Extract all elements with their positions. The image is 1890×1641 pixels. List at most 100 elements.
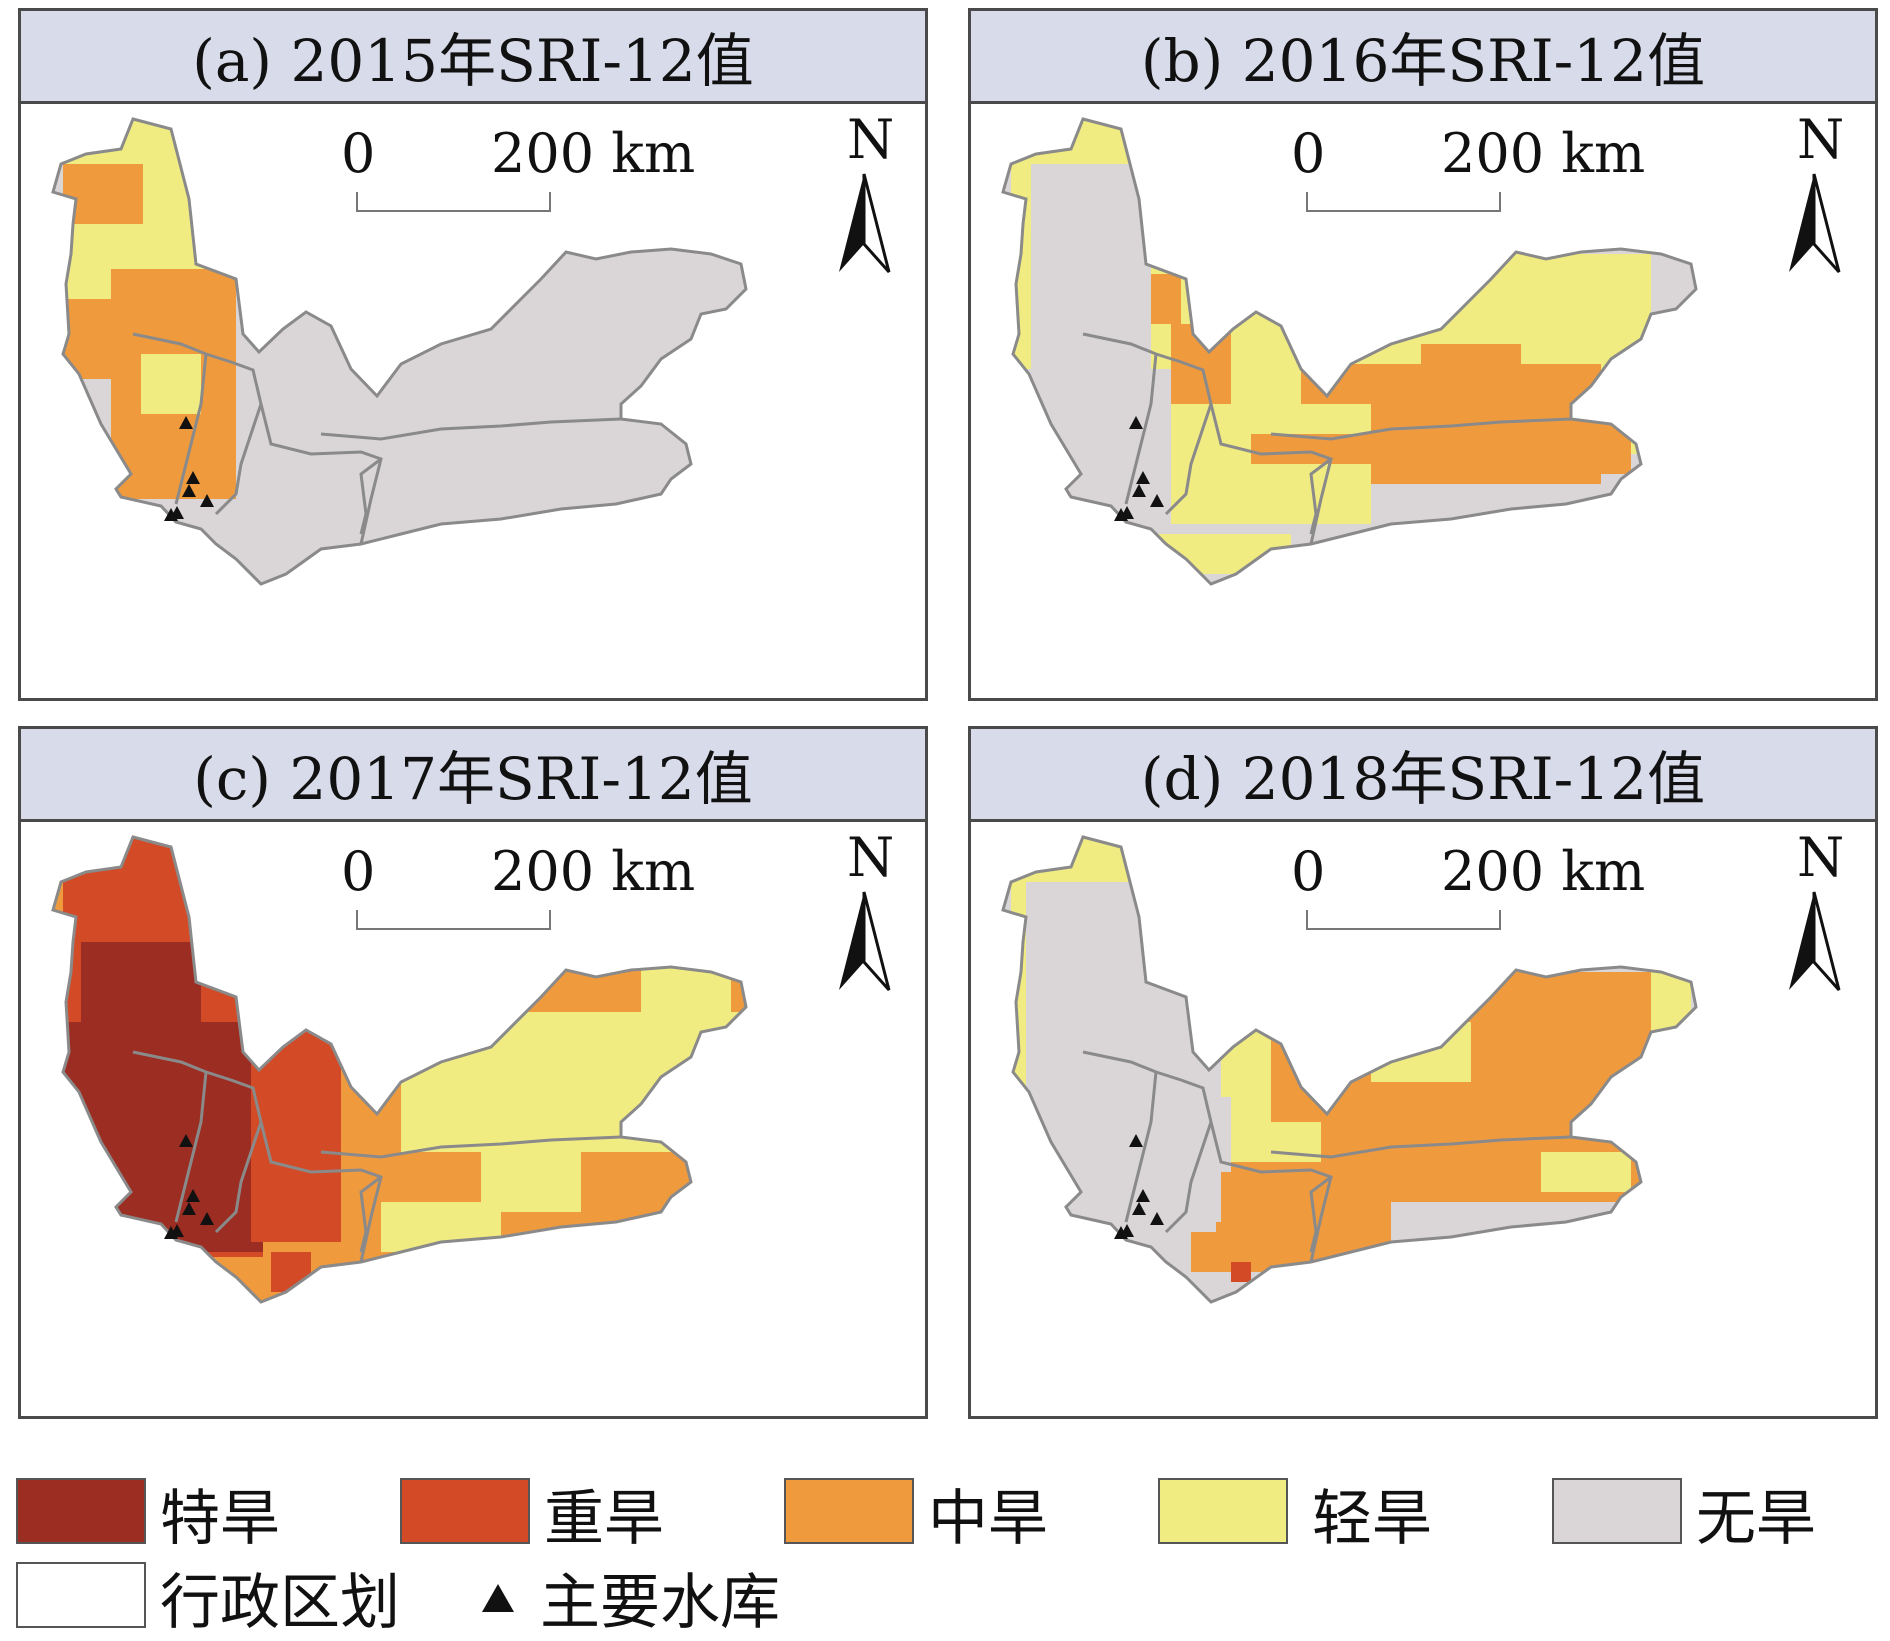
north-arrow-left [839,174,864,272]
north-arrow-right [862,173,891,273]
north-arrow-left [1789,174,1814,272]
map-area: 0 200 km N [21,822,925,1416]
reservoir-triangle-icon [170,1224,184,1237]
north-label: N [1797,826,1845,889]
drought-map [1001,835,1841,1304]
reservoir-markers [1114,1134,1164,1239]
admin-boundary-line [320,1135,622,1159]
north-arrow-icon [1789,891,1841,991]
drought-zone-mild [141,354,201,414]
legend-swatch-mild [1158,1478,1288,1544]
reservoir-triangle-icon [170,506,184,519]
north-arrow-left [839,892,864,990]
reservoir-triangle-icon [1129,416,1143,429]
reservoir-markers [1114,416,1164,521]
north-label: N [1797,108,1845,171]
scale-distance-label: 200 km [491,122,696,185]
north-arrow-right [862,891,891,991]
drought-zone-extreme [81,942,201,1062]
map-panel-d: (d) 2018年SRI-12值 0 200 km N [968,726,1878,1419]
scale-zero-label: 0 [1291,122,1326,185]
map-panel-c: (c) 2017年SRI-12值 0 200 km N [18,726,928,1419]
admin-boundaries [51,117,748,586]
scale-bar [1306,192,1501,212]
north-arrow-icon [839,173,891,273]
north-arrow-right [1812,891,1841,991]
legend-label-none: 无旱 [1696,1484,1816,1554]
region-outline [51,117,748,586]
legend-label-boundary: 行政区划 [160,1568,400,1638]
map-panel-b: (b) 2016年SRI-12值 0 200 km N [968,8,1878,701]
panel-title: (d) 2018年SRI-12值 [971,729,1875,822]
north-label: N [847,826,895,889]
scale-bar [1306,910,1501,930]
reservoir-triangle-icon [179,1134,193,1147]
legend-swatch-moderate [784,1478,914,1544]
legend-swatch-boundary [16,1562,146,1628]
admin-boundary-line [132,1050,263,1123]
north-arrow-icon [839,891,891,991]
map-area: 0 200 km N [21,104,925,698]
admin-boundary-line [359,1175,382,1253]
reservoir-triangle-icon [200,494,214,507]
drought-zones [1011,837,1691,1282]
scale-distance-label: 200 km [1441,840,1646,903]
admin-boundary-line [1309,1175,1332,1253]
drought-zone-moderate [1231,1162,1351,1242]
reservoir-triangle-icon [1120,1224,1134,1237]
legend-label-mild: 轻旱 [1312,1484,1432,1554]
admin-boundary-line [1164,403,1213,516]
reservoir-triangle-icon [1136,471,1150,484]
reservoir-triangle-icon [1150,1212,1164,1225]
drought-zone-mild [1151,534,1291,574]
admin-boundary-line [1270,417,1572,441]
admin-boundary-line [259,1121,383,1263]
drought-zone-severe [1231,1262,1251,1282]
drought-zone-moderate [1251,434,1371,464]
admin-boundary-line [359,457,382,535]
scale-zero-label: 0 [341,122,376,185]
drought-zone-none [236,254,696,554]
drought-zone-severe [271,1252,311,1292]
legend-swatch-extreme [16,1478,146,1544]
drought-zone-mild [481,1152,581,1212]
drought-map [1001,117,1841,586]
admin-boundary-line [214,1121,263,1234]
map-panel-a: (a) 2015年SRI-12值 0 200 km N [18,8,928,701]
reservoir-triangle-icon [179,416,193,429]
admin-boundary-line [132,332,263,405]
reservoir-markers [164,1134,214,1239]
north-arrow-right [1812,173,1841,273]
reservoir-triangle-icon [200,1212,214,1225]
panel-title: (c) 2017年SRI-12值 [21,729,925,822]
reservoir-triangle-icon [1132,1202,1146,1215]
legend-swatch-none [1552,1478,1682,1544]
admin-boundary-line [174,1071,208,1223]
triangle-icon [482,1584,514,1612]
drought-zone-severe [251,1012,341,1242]
drought-map [51,117,891,586]
map-area: 0 200 km N [971,104,1875,698]
admin-boundary-line [259,403,383,545]
legend-label-moderate: 中旱 [928,1484,1048,1554]
drought-zone-none [1071,404,1151,484]
admin-boundary-line [1209,1121,1333,1263]
admin-boundaries [51,835,748,1304]
panel-title: (a) 2015年SRI-12值 [21,11,925,104]
region-outline [51,835,748,1304]
reservoir-triangle-icon [1120,506,1134,519]
admin-boundaries [1001,117,1698,586]
reservoir-markers [164,416,214,521]
legend-label-reservoir: 主要水库 [540,1568,780,1638]
drought-zone-mild [521,1022,641,1142]
scale-zero-label: 0 [1291,840,1326,903]
drought-zone-moderate [63,164,143,224]
reservoir-triangle-icon [1150,494,1164,507]
panel-title: (b) 2016年SRI-12值 [971,11,1875,104]
reservoir-triangle-icon [186,471,200,484]
scale-distance-label: 200 km [1441,122,1646,185]
admin-boundary-line [320,417,622,441]
admin-boundary-line [1309,457,1332,535]
drought-zone-moderate [1511,424,1631,474]
region-outline [1001,835,1698,1304]
